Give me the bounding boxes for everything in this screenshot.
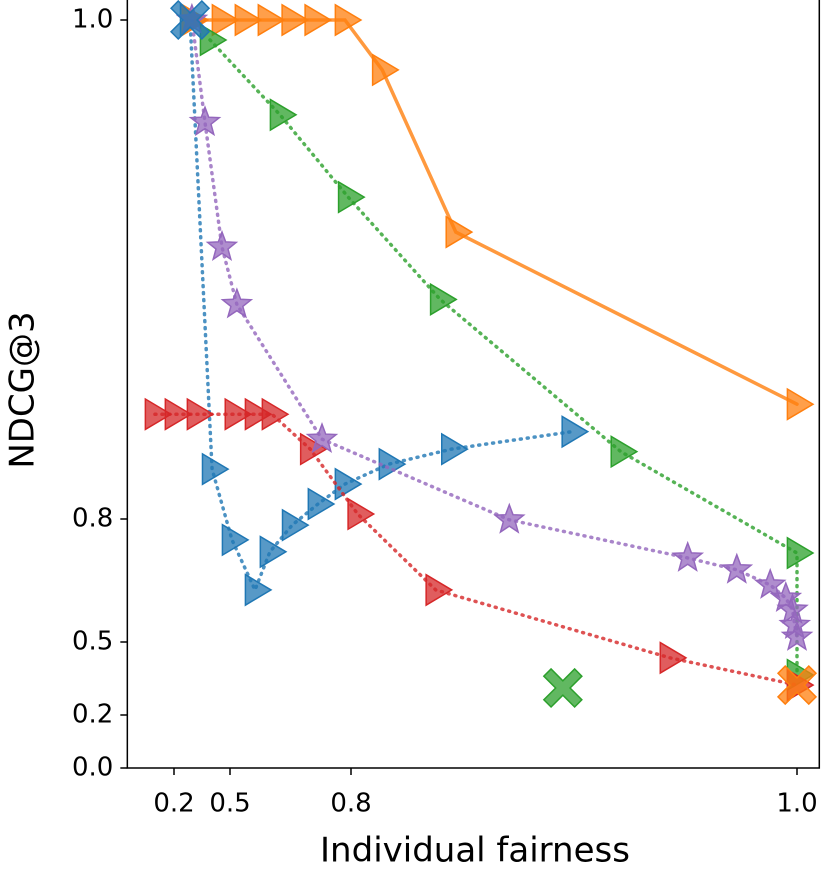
point-marker [221,523,250,557]
series-line [153,412,799,687]
point-marker [334,467,363,501]
point-marker [304,3,333,37]
point-marker [786,387,815,421]
point-marker [305,422,339,454]
point-marker [441,432,469,466]
point-marker [211,3,240,37]
x-tick-label: 0.5 [209,789,250,819]
x-tick-label: 0.8 [330,789,371,819]
plot-area [144,0,818,709]
point-marker [425,573,454,607]
y-axis-label: NDCG@3 [3,311,43,468]
y-tick-label: 0.2 [72,700,113,730]
point-marker [164,397,193,431]
point-marker [186,397,215,431]
x-tick-label: 0.2 [153,789,194,819]
series-line [188,18,574,595]
point-marker [378,447,407,481]
point-marker [429,282,458,316]
x-axis-label: Individual fairness [320,831,630,871]
point-marker [144,397,173,431]
point-marker [220,287,254,319]
x-tick-label: 1.0 [776,789,817,819]
point-marker [720,552,754,584]
point-marker [542,667,583,709]
point-marker [334,3,363,37]
y-tick-label: 0.5 [72,627,113,657]
point-marker [281,3,310,37]
point-marker [776,665,818,706]
point-marker [281,508,310,542]
point-marker [188,105,222,137]
y-tick-label: 1.0 [72,5,113,35]
point-marker [224,397,253,431]
point-marker [169,0,211,41]
point-marker [269,98,298,132]
point-marker [201,452,230,486]
point-marker [261,397,290,431]
point-marker [337,180,366,214]
point-marker [307,487,336,521]
point-marker [371,53,400,87]
point-marker [257,3,286,37]
point-marker [780,619,814,651]
axes-frame [126,0,821,769]
point-marker [244,397,273,431]
point-marker [244,573,273,607]
point-marker [234,3,263,37]
point-marker [610,435,639,469]
point-marker [259,535,288,569]
point-marker [753,567,787,599]
y-tick-label: 0.0 [72,753,113,783]
point-marker [659,641,688,675]
point-marker [445,215,474,249]
point-marker [786,536,815,570]
point-marker [347,497,376,531]
y-tick-label: 0.8 [72,504,113,534]
point-marker [561,415,590,449]
point-marker [493,502,526,534]
point-marker [671,540,705,572]
series-line [208,38,799,677]
point-marker [205,229,239,261]
